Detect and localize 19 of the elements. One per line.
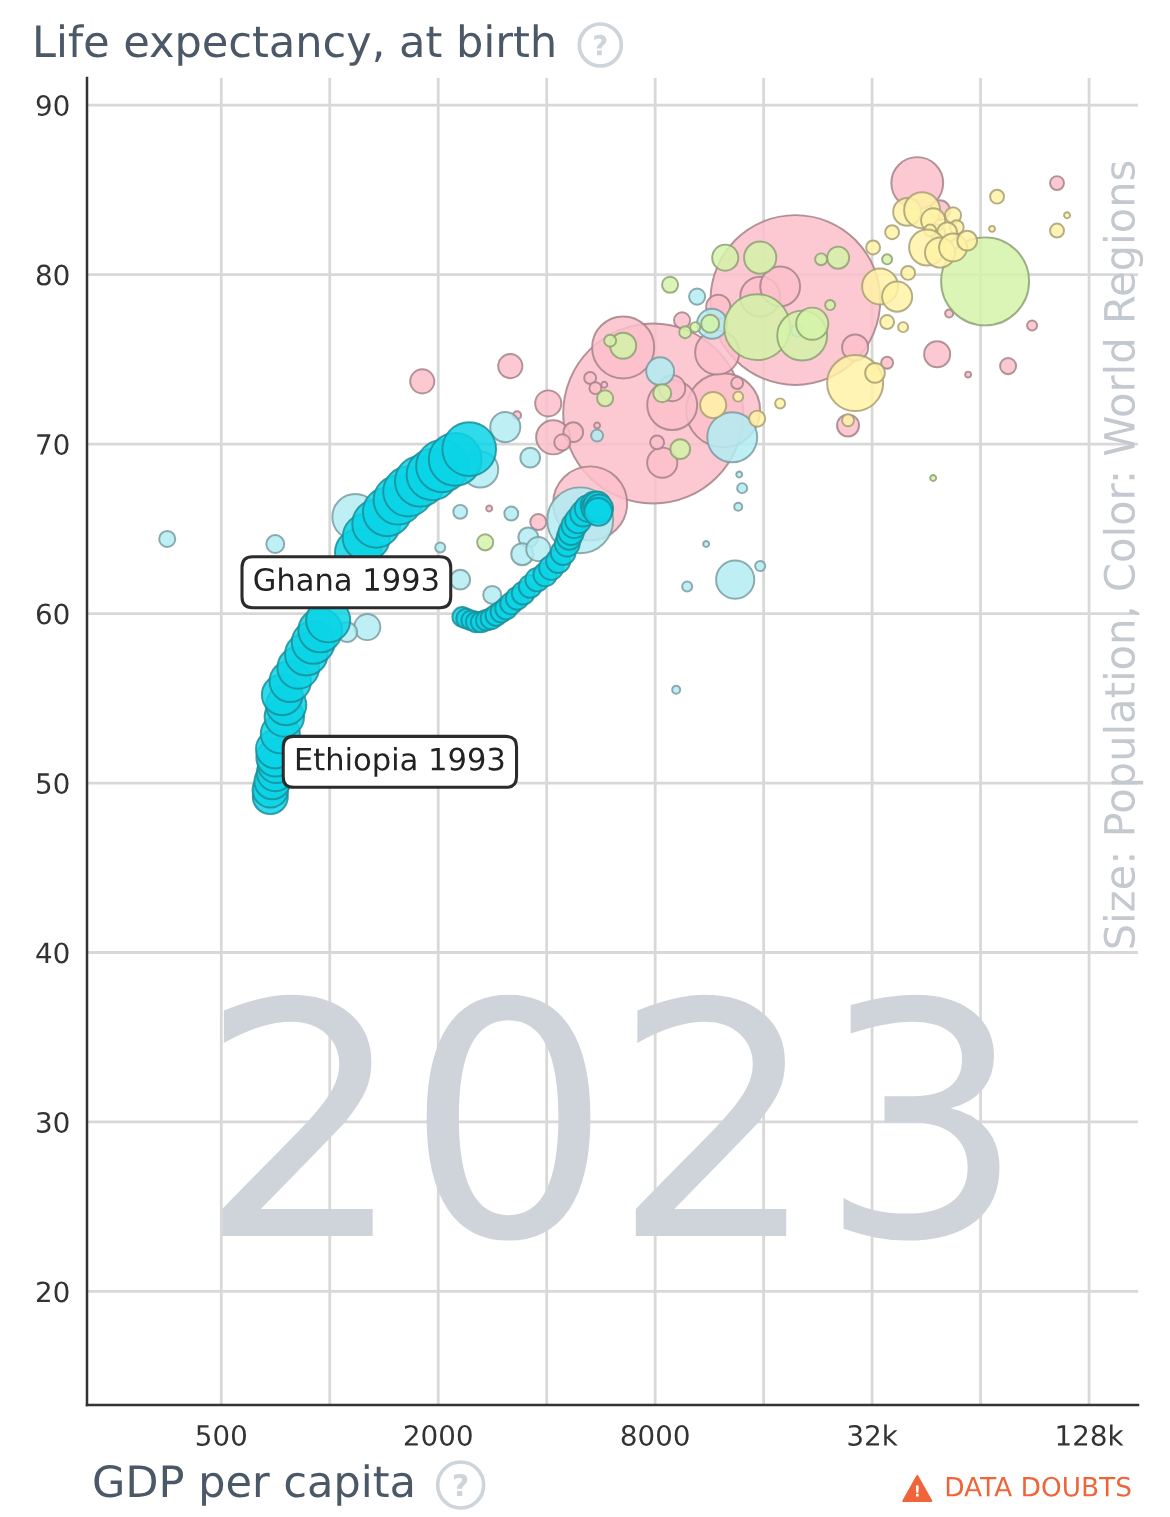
x-axis-title: GDP per capita bbox=[94, 1464, 413, 1506]
y-axis-title: Life expectancy, at birth bbox=[36, 24, 554, 66]
y-tick-label: 80 bbox=[36, 264, 69, 286]
y-tick-label: 20 bbox=[37, 1281, 69, 1303]
annotation: Size: Population, Color: World Regions bbox=[1102, 161, 1144, 948]
x-tick-label: 128k bbox=[1057, 1424, 1124, 1446]
y-tick-label: 70 bbox=[37, 434, 69, 456]
text: DATA DOUBTS bbox=[946, 1476, 1131, 1497]
x-tick-label: 8000 bbox=[621, 1424, 689, 1446]
y-tick-label: 30 bbox=[37, 1111, 69, 1133]
x-tick-label: 32k bbox=[848, 1424, 898, 1446]
annotation: Ghana 1993 bbox=[254, 567, 438, 592]
y-tick-label: 60 bbox=[36, 603, 69, 625]
y-tick-label: 40 bbox=[36, 942, 69, 964]
annotation: Ethiopia 1993 bbox=[296, 747, 504, 777]
x-tick-label: 2000 bbox=[404, 1424, 472, 1446]
y-tick-label: 90 bbox=[36, 95, 69, 117]
y-tick-label: 50 bbox=[37, 772, 69, 794]
x-tick-label: 500 bbox=[196, 1424, 246, 1446]
